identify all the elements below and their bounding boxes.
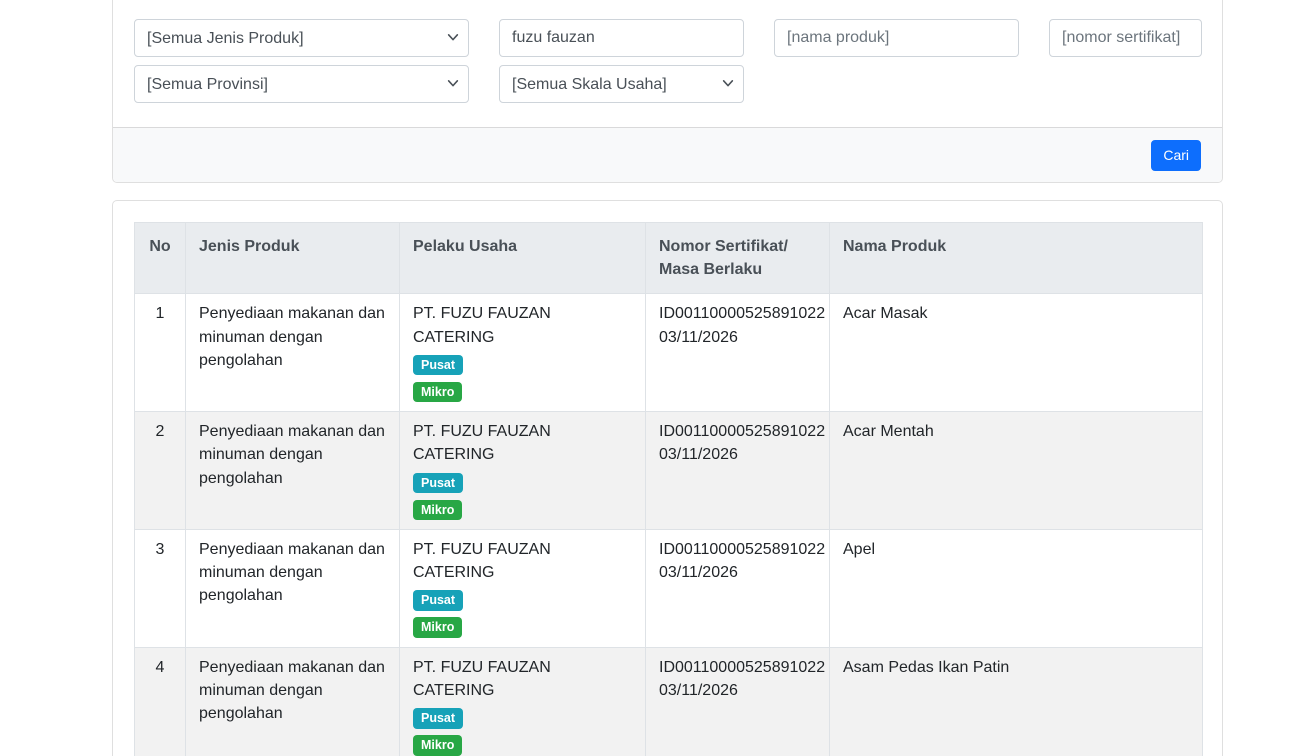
- nomor-sertifikat-value: ID00110000525891022: [659, 305, 826, 323]
- header-nomor-sertifikat-line1: Nomor Sertifikat/: [659, 238, 788, 255]
- masa-berlaku-value: 03/11/2026: [659, 564, 738, 582]
- pelaku-usaha-name: PT. FUZU FAUZAN CATERING: [413, 305, 551, 346]
- masa-berlaku-value: 03/11/2026: [659, 446, 738, 464]
- results-card: No Jenis Produk Pelaku Usaha Nomor Serti…: [112, 200, 1223, 756]
- nama-produk-input[interactable]: [774, 19, 1019, 57]
- table-row: 1 Penyediaan makanan dan minuman dengan …: [134, 293, 1203, 413]
- cell-nama-produk: Acar Masak: [829, 293, 1203, 413]
- badge-mikro: Mikro: [413, 499, 463, 521]
- cell-no: 2: [134, 411, 186, 530]
- masa-berlaku-value: 03/11/2026: [659, 681, 738, 699]
- cell-no: 3: [134, 528, 186, 648]
- badge-pusat: Pusat: [413, 708, 464, 729]
- cell-nama-produk: Asam Pedas Ikan Patin: [829, 646, 1203, 756]
- cell-pelaku-usaha: PT. FUZU FAUZAN CATERING Pusat Mikro: [399, 528, 646, 648]
- cell-pelaku-usaha: PT. FUZU FAUZAN CATERING Pusat Mikro: [399, 646, 646, 756]
- cell-jenis-produk: Penyediaan makanan dan minuman dengan pe…: [185, 411, 400, 530]
- header-jenis-produk: Jenis Produk: [185, 221, 400, 295]
- cell-no: 4: [134, 646, 186, 756]
- nomor-sertifikat-value: ID00110000525891022: [659, 658, 826, 676]
- nomor-sertifikat-input[interactable]: [1049, 19, 1202, 57]
- pelaku-usaha-name: PT. FUZU FAUZAN CATERING: [413, 658, 551, 699]
- badge-line: Pusat: [413, 706, 632, 729]
- table-row: 2 Penyediaan makanan dan minuman dengan …: [134, 411, 1203, 530]
- badge-line: Mikro: [413, 615, 632, 638]
- badge-line: Pusat: [413, 588, 632, 611]
- table-row: 4 Penyediaan makanan dan minuman dengan …: [134, 646, 1203, 756]
- badge-mikro: Mikro: [413, 617, 463, 638]
- badge-pusat: Pusat: [413, 590, 464, 611]
- header-nama-produk: Nama Produk: [829, 221, 1203, 295]
- cell-pelaku-usaha: PT. FUZU FAUZAN CATERING Pusat Mikro: [399, 411, 646, 530]
- badge-line: Pusat: [413, 471, 632, 494]
- cell-nomor-sertifikat: ID00110000525891022 03/11/2026: [645, 293, 830, 413]
- header-pelaku-usaha: Pelaku Usaha: [399, 221, 646, 295]
- cell-nama-produk: Apel: [829, 528, 1203, 648]
- cell-no: 1: [134, 293, 186, 413]
- badge-line: Mikro: [413, 380, 632, 403]
- badge-line: Pusat: [413, 353, 632, 376]
- badge-mikro: Mikro: [413, 381, 463, 403]
- results-table: No Jenis Produk Pelaku Usaha Nomor Serti…: [134, 221, 1203, 756]
- jenis-produk-select-wrap: [Semua Jenis Produk]: [134, 19, 469, 57]
- skala-usaha-select-wrap: [Semua Skala Usaha]: [499, 65, 744, 103]
- nomor-sertifikat-value: ID00110000525891022: [659, 423, 826, 441]
- search-filter-card: [Semua Jenis Produk] [Semua Provinsi] [S…: [112, 0, 1223, 183]
- table-row: 3 Penyediaan makanan dan minuman dengan …: [134, 528, 1203, 648]
- pelaku-usaha-name: PT. FUZU FAUZAN CATERING: [413, 540, 551, 582]
- cell-nama-produk: Acar Mentah: [829, 411, 1203, 530]
- cell-nomor-sertifikat: ID00110000525891022 03/11/2026: [645, 411, 830, 530]
- pelaku-usaha-input[interactable]: [499, 19, 744, 57]
- results-table-body: 1 Penyediaan makanan dan minuman dengan …: [134, 293, 1203, 756]
- search-card-footer: Cari: [113, 127, 1222, 182]
- results-table-wrap: No Jenis Produk Pelaku Usaha Nomor Serti…: [134, 221, 1203, 756]
- masa-berlaku-value: 03/11/2026: [659, 328, 738, 346]
- nomor-sertifikat-value: ID00110000525891022: [659, 540, 826, 558]
- cari-button[interactable]: Cari: [1151, 140, 1201, 171]
- results-table-head: No Jenis Produk Pelaku Usaha Nomor Serti…: [134, 221, 1203, 295]
- header-nomor-sertifikat: Nomor Sertifikat/ Masa Berlaku: [645, 221, 830, 295]
- pelaku-usaha-name: PT. FUZU FAUZAN CATERING: [413, 423, 551, 464]
- header-row: No Jenis Produk Pelaku Usaha Nomor Serti…: [134, 221, 1203, 295]
- cell-nomor-sertifikat: ID00110000525891022 03/11/2026: [645, 646, 830, 756]
- badge-mikro: Mikro: [413, 735, 463, 756]
- cell-pelaku-usaha: PT. FUZU FAUZAN CATERING Pusat Mikro: [399, 293, 646, 413]
- cell-nomor-sertifikat: ID00110000525891022 03/11/2026: [645, 528, 830, 648]
- jenis-produk-select[interactable]: [Semua Jenis Produk]: [134, 19, 469, 57]
- skala-usaha-select[interactable]: [Semua Skala Usaha]: [499, 65, 744, 103]
- badge-pusat: Pusat: [413, 472, 464, 493]
- cell-jenis-produk: Penyediaan makanan dan minuman dengan pe…: [185, 646, 400, 756]
- badge-pusat: Pusat: [413, 354, 464, 376]
- provinsi-select-wrap: [Semua Provinsi]: [134, 65, 469, 103]
- badge-line: Mikro: [413, 733, 632, 756]
- header-no: No: [134, 221, 186, 295]
- provinsi-select[interactable]: [Semua Provinsi]: [134, 65, 469, 103]
- badge-line: Mikro: [413, 498, 632, 521]
- header-nomor-sertifikat-line2: Masa Berlaku: [659, 261, 763, 279]
- cell-jenis-produk: Penyediaan makanan dan minuman dengan pe…: [185, 293, 400, 413]
- cell-jenis-produk: Penyediaan makanan dan minuman dengan pe…: [185, 528, 400, 648]
